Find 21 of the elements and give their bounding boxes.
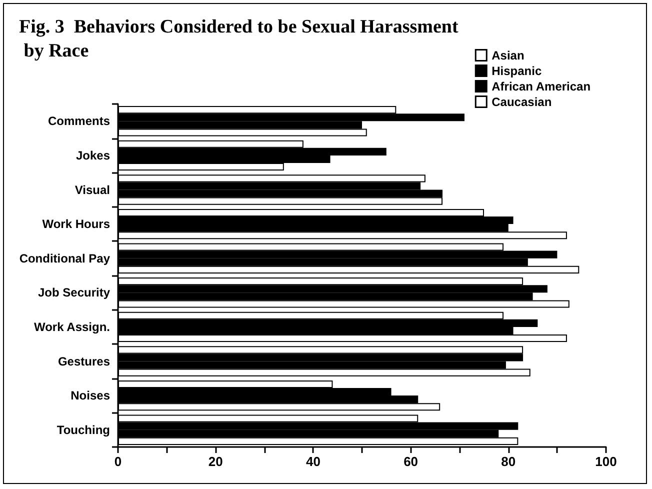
- y-tick-label: Work Hours: [42, 217, 110, 232]
- y-tick-label: Job Security: [38, 286, 110, 300]
- y-tick-label: Visual: [74, 182, 110, 197]
- y-tick-label: Comments: [48, 114, 110, 128]
- legend-label: African American: [492, 79, 591, 94]
- x-tick-label: 80: [501, 454, 516, 469]
- y-tick-label: Work Assign.: [34, 320, 110, 334]
- legend-label: Caucasian: [492, 94, 552, 109]
- legend-label: Asian: [492, 48, 524, 62]
- chart-title: Fig. 3 Behaviors Considered to be Sexual Harassment by Race: [19, 16, 459, 62]
- x-tick-label: 60: [404, 454, 418, 469]
- x-tick-label: 20: [208, 454, 223, 469]
- x-tick-label: 0: [114, 454, 122, 469]
- y-tick-label: Conditional Pay: [19, 251, 110, 266]
- x-tick-label: 100: [595, 454, 617, 469]
- y-tick-label: Touching: [56, 422, 110, 437]
- x-tick-label: 40: [306, 454, 320, 469]
- legend-label: Hispanic: [492, 64, 542, 78]
- y-tick-label: Jokes: [76, 148, 110, 162]
- y-tick-label: Gestures: [58, 354, 110, 368]
- y-tick-label: Noises: [70, 388, 110, 403]
